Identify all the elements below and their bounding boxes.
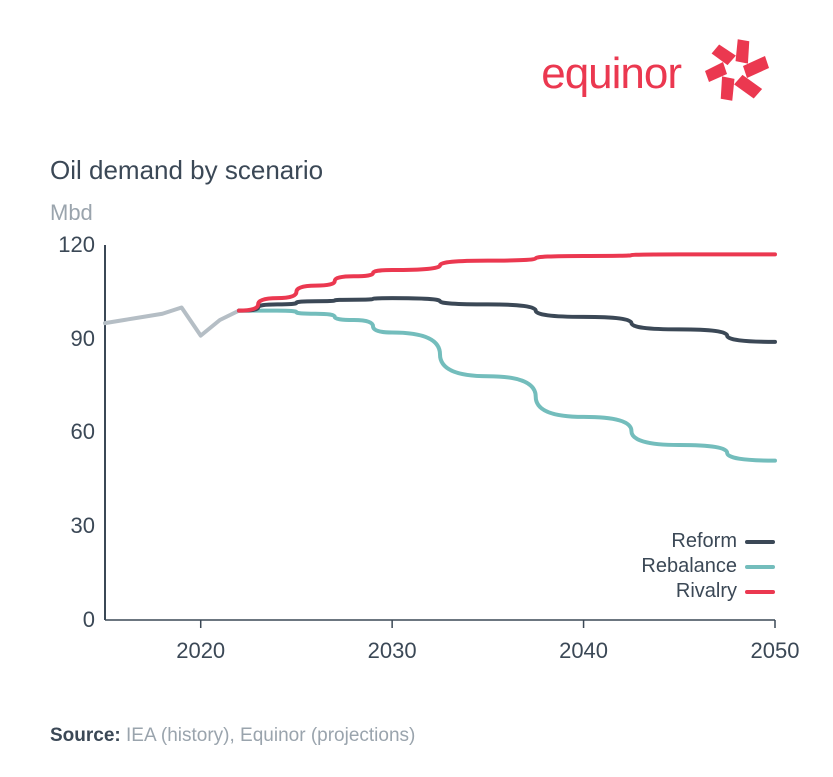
y-tick-label: 30 — [55, 513, 95, 539]
series-history — [105, 308, 239, 336]
legend-item-reform: Reform — [641, 530, 775, 553]
legend-label: Rebalance — [641, 555, 737, 578]
x-tick-label: 2040 — [549, 638, 619, 664]
series-rebalance — [239, 311, 775, 461]
x-tick-label: 2030 — [357, 638, 427, 664]
source-footnote: Source: IEA (history), Equinor (projecti… — [50, 725, 415, 747]
logo-star-icon — [705, 36, 769, 104]
legend-swatch — [745, 540, 775, 544]
y-tick-label: 120 — [55, 232, 95, 258]
x-tick-label: 2050 — [740, 638, 810, 664]
logo-wordmark: equinor — [541, 49, 681, 98]
y-tick-label: 90 — [55, 326, 95, 352]
x-tick-label: 2020 — [166, 638, 236, 664]
equinor-logo: equinor — [523, 30, 783, 115]
chart-plot-area: 0306090120 2020203020402050 ReformRebala… — [50, 245, 780, 645]
source-prefix: Source: — [50, 725, 121, 746]
chart-title: Oil demand by scenario — [50, 155, 323, 186]
legend-swatch — [745, 590, 775, 594]
legend-label: Rivalry — [676, 580, 737, 603]
chart-container: { "brand": { "name": "equinor", "color":… — [0, 0, 833, 777]
legend-label: Reform — [671, 530, 737, 553]
legend-item-rivalry: Rivalry — [641, 580, 775, 603]
logo-svg: equinor — [523, 30, 783, 110]
chart-subtitle: Mbd — [50, 200, 93, 226]
source-text: IEA (history), Equinor (projections) — [121, 725, 416, 746]
legend-item-rebalance: Rebalance — [641, 555, 775, 578]
y-tick-label: 60 — [55, 419, 95, 445]
y-tick-label: 0 — [55, 607, 95, 633]
series-reform — [239, 298, 775, 342]
chart-legend: ReformRebalanceRivalry — [641, 530, 775, 605]
legend-swatch — [745, 565, 775, 569]
